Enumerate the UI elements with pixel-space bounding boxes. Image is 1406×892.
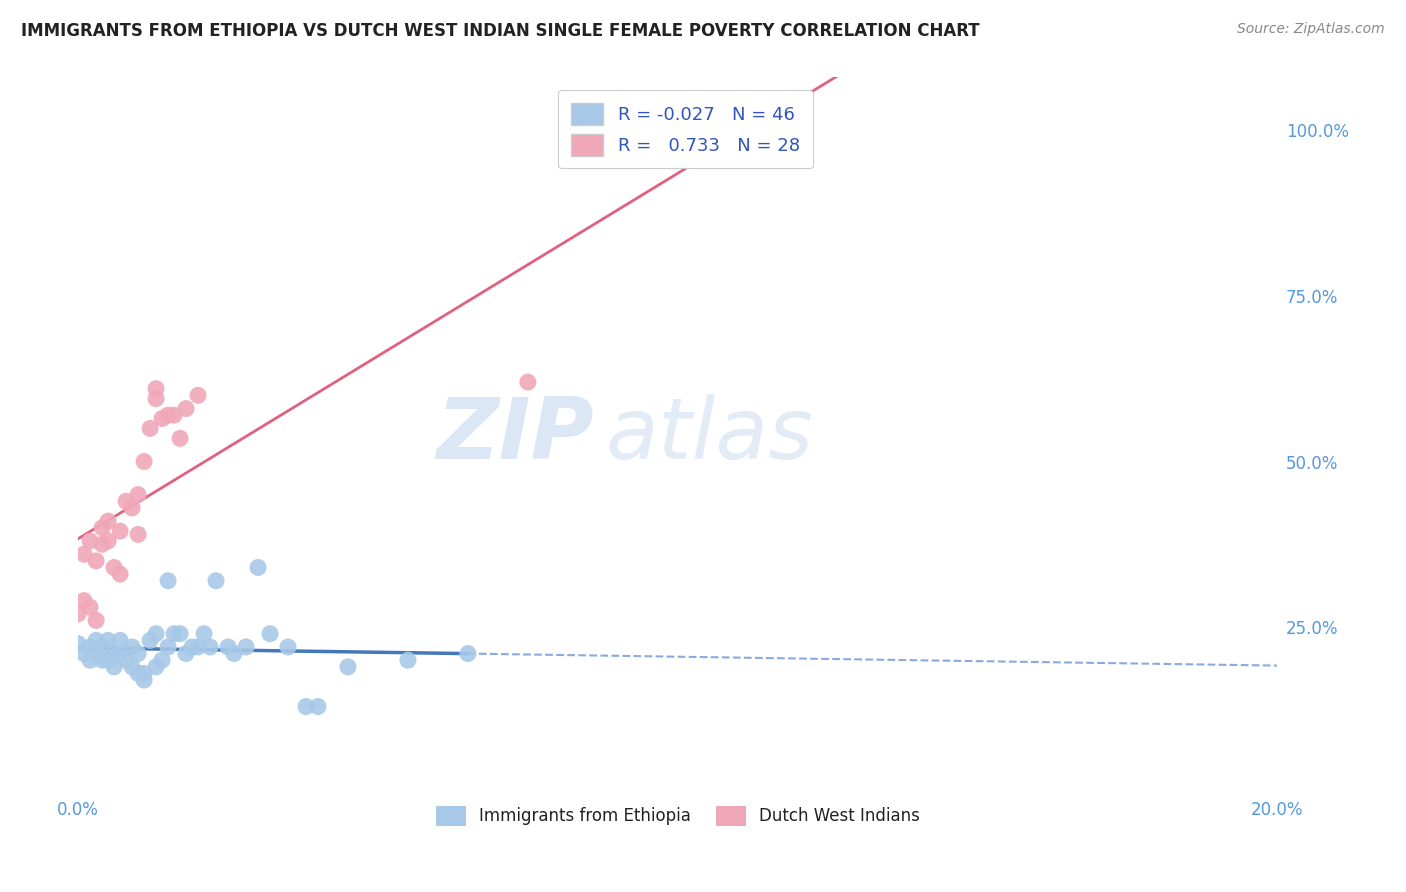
Point — [97, 514, 120, 528]
Point — [187, 640, 209, 654]
Text: ZIP: ZIP — [436, 393, 593, 476]
Point — [516, 375, 538, 389]
Point — [79, 640, 101, 654]
Point — [103, 560, 125, 574]
Point — [157, 408, 180, 422]
Point — [139, 421, 162, 435]
Point — [121, 660, 143, 674]
Point — [145, 392, 167, 406]
Point — [198, 640, 221, 654]
Point — [174, 401, 197, 416]
Point — [103, 660, 125, 674]
Point — [150, 411, 173, 425]
Point — [97, 534, 120, 549]
Point — [84, 554, 107, 568]
Text: Source: ZipAtlas.com: Source: ZipAtlas.com — [1237, 22, 1385, 37]
Point — [181, 640, 204, 654]
Point — [235, 640, 257, 654]
Point — [157, 574, 180, 588]
Point — [247, 560, 270, 574]
Point — [187, 388, 209, 402]
Point — [169, 626, 191, 640]
Point — [205, 574, 228, 588]
Point — [115, 494, 138, 508]
Point — [150, 653, 173, 667]
Text: atlas: atlas — [606, 393, 814, 476]
Point — [145, 382, 167, 396]
Point — [163, 408, 186, 422]
Point — [97, 633, 120, 648]
Legend: Immigrants from Ethiopia, Dutch West Indians: Immigrants from Ethiopia, Dutch West Ind… — [427, 797, 928, 834]
Point — [67, 607, 90, 621]
Point — [127, 488, 149, 502]
Point — [79, 653, 101, 667]
Point — [91, 653, 114, 667]
Point — [295, 699, 318, 714]
Point — [132, 454, 155, 468]
Point — [103, 647, 125, 661]
Point — [67, 637, 90, 651]
Point — [127, 666, 149, 681]
Point — [108, 567, 131, 582]
Point — [157, 640, 180, 654]
Point — [108, 633, 131, 648]
Point — [84, 633, 107, 648]
Point — [396, 653, 419, 667]
Point — [108, 524, 131, 538]
Point — [73, 593, 96, 607]
Point — [277, 640, 299, 654]
Point — [727, 123, 749, 137]
Point — [174, 647, 197, 661]
Point — [145, 626, 167, 640]
Point — [139, 633, 162, 648]
Point — [307, 699, 329, 714]
Point — [73, 647, 96, 661]
Point — [259, 626, 281, 640]
Point — [121, 640, 143, 654]
Point — [108, 647, 131, 661]
Point — [84, 614, 107, 628]
Point — [132, 666, 155, 681]
Point — [79, 534, 101, 549]
Point — [91, 640, 114, 654]
Point — [222, 647, 245, 661]
Point — [121, 500, 143, 515]
Point — [91, 521, 114, 535]
Point — [169, 431, 191, 445]
Point — [457, 647, 479, 661]
Point — [91, 537, 114, 551]
Point — [97, 653, 120, 667]
Point — [336, 660, 359, 674]
Point — [79, 600, 101, 615]
Point — [193, 626, 215, 640]
Point — [127, 527, 149, 541]
Point — [132, 673, 155, 687]
Point — [115, 653, 138, 667]
Text: IMMIGRANTS FROM ETHIOPIA VS DUTCH WEST INDIAN SINGLE FEMALE POVERTY CORRELATION : IMMIGRANTS FROM ETHIOPIA VS DUTCH WEST I… — [21, 22, 980, 40]
Point — [73, 547, 96, 561]
Point — [163, 626, 186, 640]
Point — [84, 647, 107, 661]
Point — [217, 640, 239, 654]
Point — [127, 647, 149, 661]
Point — [145, 660, 167, 674]
